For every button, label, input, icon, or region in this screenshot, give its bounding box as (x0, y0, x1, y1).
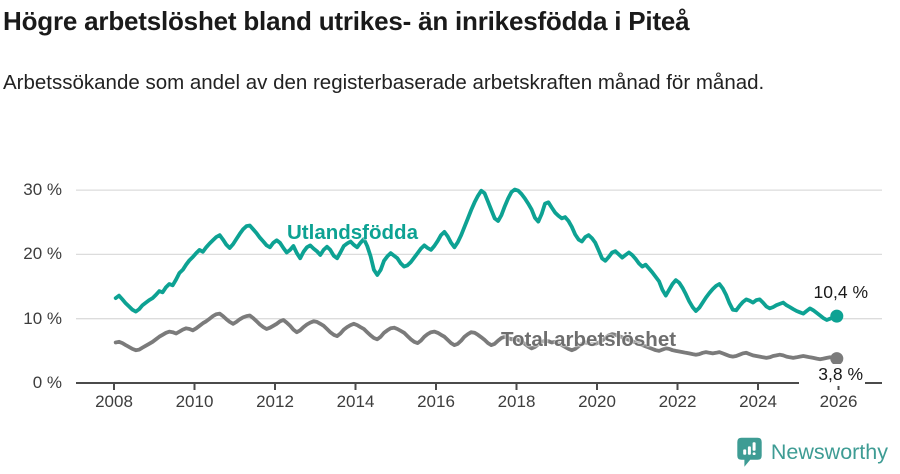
series-line-total (113, 311, 839, 362)
chart-subtitle: Arbetssökande som andel av den registerb… (3, 71, 765, 94)
y-axis-tick-label: 0 % (32, 373, 62, 392)
x-axis-tick-label: 2018 (497, 392, 536, 411)
x-axis-tick-label: 2026 (819, 392, 858, 411)
x-axis-tick-label: 2016 (417, 392, 455, 411)
x-axis-tick-label: 2012 (256, 392, 294, 411)
x-axis-tick-label: 2014 (336, 392, 375, 411)
series-line-utlandsfodda (113, 187, 839, 322)
series-end-dot-total (830, 352, 844, 366)
y-axis-tick-label: 20 % (23, 244, 62, 264)
x-axis-tick-label: 2024 (739, 392, 777, 411)
series-label-utlandsfodda: Utlandsfödda (287, 221, 418, 244)
end-value-label-total: 3,8 % (799, 364, 865, 386)
page-title: Högre arbetslöshet bland utrikes- än inr… (3, 6, 690, 36)
x-axis-tick-label: 2008 (95, 392, 133, 411)
newsworthy-logo-text: Newsworthy (770, 440, 888, 464)
x-axis-tick-label: 2020 (578, 392, 616, 411)
series-label-total-arbetsloshet: Total arbetslöshet (501, 328, 677, 351)
series-end-dot-utlandsfodda (830, 309, 844, 323)
newsworthy-logo-icon (736, 437, 763, 468)
newsworthy-logo[interactable]: Newsworthy (736, 437, 888, 468)
y-axis-tick-label: 10 % (23, 308, 62, 328)
x-axis-tick-label: 2022 (658, 392, 697, 411)
end-value-label-utlandsfodda: 10,4 % (813, 282, 868, 302)
x-axis-tick-label: 2010 (175, 392, 214, 411)
y-axis-tick-label: 30 % (23, 180, 62, 200)
